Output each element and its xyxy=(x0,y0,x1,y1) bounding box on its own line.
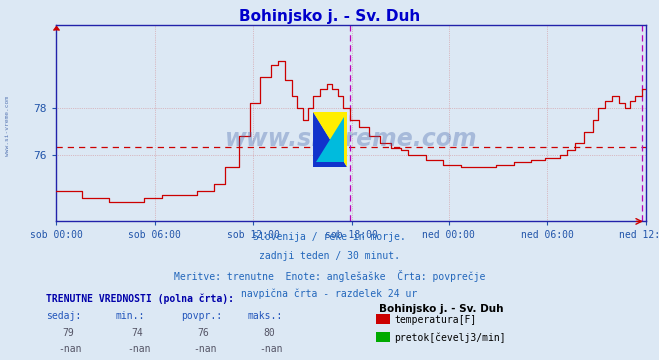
Text: TRENUTNE VREDNOSTI (polna črta):: TRENUTNE VREDNOSTI (polna črta): xyxy=(46,293,234,304)
Text: 80: 80 xyxy=(264,328,275,338)
Text: sedaj:: sedaj: xyxy=(46,311,81,321)
Polygon shape xyxy=(316,117,344,162)
Text: maks.:: maks.: xyxy=(247,311,282,321)
Text: povpr.:: povpr.: xyxy=(181,311,222,321)
Text: 74: 74 xyxy=(132,328,144,338)
Text: min.:: min.: xyxy=(115,311,145,321)
Text: Bohinjsko j. - Sv. Duh: Bohinjsko j. - Sv. Duh xyxy=(239,9,420,24)
Text: navpična črta - razdelek 24 ur: navpična črta - razdelek 24 ur xyxy=(241,288,418,299)
Text: temperatura[F]: temperatura[F] xyxy=(394,315,476,325)
Text: Slovenija / reke in morje.: Slovenija / reke in morje. xyxy=(253,232,406,242)
Polygon shape xyxy=(313,112,347,167)
Text: -nan: -nan xyxy=(127,344,151,354)
Text: www.si-vreme.com: www.si-vreme.com xyxy=(225,127,477,151)
Text: -nan: -nan xyxy=(259,344,283,354)
Text: www.si-vreme.com: www.si-vreme.com xyxy=(5,96,11,156)
Text: 79: 79 xyxy=(63,328,74,338)
Text: pretok[čevelj3/min]: pretok[čevelj3/min] xyxy=(394,332,505,343)
Text: -nan: -nan xyxy=(193,344,217,354)
Text: zadnji teden / 30 minut.: zadnji teden / 30 minut. xyxy=(259,251,400,261)
Text: -nan: -nan xyxy=(58,344,82,354)
Polygon shape xyxy=(313,112,347,167)
Text: 76: 76 xyxy=(198,328,210,338)
Text: Bohinjsko j. - Sv. Duh: Bohinjsko j. - Sv. Duh xyxy=(379,304,503,314)
Text: Meritve: trenutne  Enote: anglešaške  Črta: povprečje: Meritve: trenutne Enote: anglešaške Črta… xyxy=(174,270,485,282)
